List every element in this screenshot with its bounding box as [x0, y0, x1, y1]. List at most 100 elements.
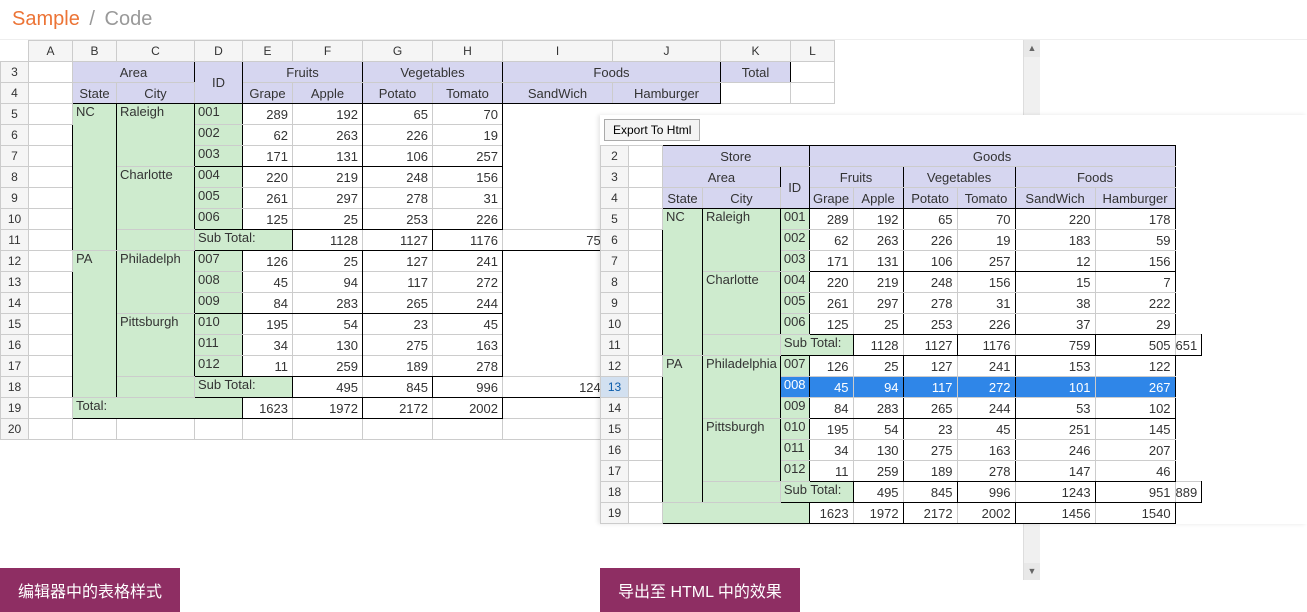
data-cell[interactable]: 45 [957, 419, 1015, 440]
col-header[interactable]: E [243, 41, 293, 62]
data-cell[interactable]: 70 [957, 209, 1015, 230]
data-cell[interactable]: 267 [1095, 377, 1175, 398]
data-cell[interactable]: 297 [853, 293, 903, 314]
data-cell[interactable]: 130 [853, 440, 903, 461]
row-header[interactable]: 4 [1, 83, 29, 104]
col-header[interactable]: L [791, 41, 835, 62]
data-cell[interactable]: 38 [1015, 293, 1095, 314]
data-cell[interactable]: 145 [1095, 419, 1175, 440]
data-cell[interactable]: 253 [363, 209, 433, 230]
data-cell[interactable]: 248 [363, 167, 433, 188]
data-cell[interactable]: 178 [1095, 209, 1175, 230]
data-cell[interactable]: 278 [903, 293, 957, 314]
col-header[interactable]: I [503, 41, 613, 62]
data-cell[interactable]: 275 [903, 440, 957, 461]
data-cell[interactable]: 278 [363, 188, 433, 209]
data-cell[interactable]: 62 [243, 125, 293, 146]
data-cell[interactable]: 84 [243, 293, 293, 314]
data-cell[interactable]: 15 [1015, 272, 1095, 293]
tab-sample[interactable]: Sample [12, 8, 80, 30]
data-cell[interactable]: 220 [243, 167, 293, 188]
col-header[interactable]: D [195, 41, 243, 62]
data-cell[interactable]: 147 [1015, 461, 1095, 482]
data-cell[interactable]: 996 [433, 377, 503, 398]
data-cell[interactable]: 23 [903, 419, 957, 440]
export-grid[interactable]: 2 Store Goods3 Area ID Fruits Vegetables… [600, 145, 1202, 524]
data-cell[interactable]: 37 [1015, 314, 1095, 335]
data-cell[interactable]: 117 [903, 377, 957, 398]
data-cell[interactable]: 12 [1015, 251, 1095, 272]
data-cell[interactable]: 163 [957, 440, 1015, 461]
data-cell[interactable]: 253 [903, 314, 957, 335]
data-cell[interactable]: 59 [1095, 230, 1175, 251]
data-cell[interactable]: 263 [293, 125, 363, 146]
data-cell[interactable]: 126 [809, 356, 853, 377]
data-cell[interactable]: 106 [903, 251, 957, 272]
data-cell[interactable]: 219 [853, 272, 903, 293]
data-cell[interactable]: 226 [433, 209, 503, 230]
data-cell[interactable]: 19 [433, 125, 503, 146]
row-header[interactable]: 15 [1, 314, 29, 335]
data-cell[interactable]: 45 [243, 272, 293, 293]
data-cell[interactable]: 127 [903, 356, 957, 377]
row-header[interactable]: 3 [1, 62, 29, 83]
data-cell[interactable]: 220 [809, 272, 853, 293]
data-cell[interactable]: 889 [1175, 482, 1202, 503]
scroll-down-icon[interactable]: ▼ [1024, 563, 1040, 580]
data-cell[interactable]: 45 [809, 377, 853, 398]
row-header[interactable]: 20 [1, 419, 29, 440]
data-cell[interactable]: 130 [293, 335, 363, 356]
data-cell[interactable]: 244 [957, 398, 1015, 419]
data-cell[interactable]: 189 [903, 461, 957, 482]
row-header[interactable]: 14 [601, 398, 629, 419]
row-header[interactable]: 11 [1, 230, 29, 251]
tab-code[interactable]: Code [105, 8, 153, 30]
data-cell[interactable]: 1128 [293, 230, 363, 251]
data-cell[interactable]: 222 [1095, 293, 1175, 314]
data-cell[interactable]: 127 [363, 251, 433, 272]
data-cell[interactable]: 283 [293, 293, 363, 314]
data-cell[interactable]: 759 [503, 230, 613, 251]
data-cell[interactable]: 54 [293, 314, 363, 335]
data-cell[interactable]: 261 [243, 188, 293, 209]
data-cell[interactable]: 1127 [903, 335, 957, 356]
data-cell[interactable]: 1456 [1015, 503, 1095, 524]
row-header[interactable]: 19 [601, 503, 629, 524]
data-cell[interactable]: 257 [433, 146, 503, 167]
data-cell[interactable]: 171 [243, 146, 293, 167]
data-cell[interactable]: 248 [903, 272, 957, 293]
data-cell[interactable]: 192 [853, 209, 903, 230]
data-cell[interactable]: 156 [957, 272, 1015, 293]
col-header[interactable]: J [613, 41, 721, 62]
data-cell[interactable]: 220 [1015, 209, 1095, 230]
data-cell[interactable]: 46 [1095, 461, 1175, 482]
col-header[interactable]: F [293, 41, 363, 62]
data-cell[interactable]: 1243 [1015, 482, 1095, 503]
data-cell[interactable]: 257 [957, 251, 1015, 272]
data-cell[interactable]: 289 [243, 104, 293, 125]
row-header[interactable]: 11 [601, 335, 629, 356]
data-cell[interactable]: 1623 [809, 503, 853, 524]
data-cell[interactable]: 251 [1015, 419, 1095, 440]
data-cell[interactable]: 171 [809, 251, 853, 272]
data-cell[interactable]: 289 [809, 209, 853, 230]
corner-cell[interactable] [1, 41, 29, 62]
data-cell[interactable]: 241 [957, 356, 1015, 377]
data-cell[interactable]: 1540 [1095, 503, 1175, 524]
data-cell[interactable]: 244 [433, 293, 503, 314]
data-cell[interactable]: 45 [433, 314, 503, 335]
data-cell[interactable]: 2172 [363, 398, 433, 419]
row-header[interactable]: 9 [601, 293, 629, 314]
row-header[interactable]: 17 [601, 461, 629, 482]
data-cell[interactable]: 125 [809, 314, 853, 335]
data-cell[interactable]: 651 [1175, 335, 1202, 356]
data-cell[interactable]: 265 [903, 398, 957, 419]
col-header[interactable]: C [117, 41, 195, 62]
row-header[interactable]: 2 [601, 146, 629, 167]
data-cell[interactable]: 65 [903, 209, 957, 230]
data-cell[interactable]: 29 [1095, 314, 1175, 335]
data-cell[interactable]: 272 [957, 377, 1015, 398]
row-header[interactable]: 13 [1, 272, 29, 293]
data-cell[interactable]: 1176 [433, 230, 503, 251]
data-cell[interactable]: 153 [1015, 356, 1095, 377]
